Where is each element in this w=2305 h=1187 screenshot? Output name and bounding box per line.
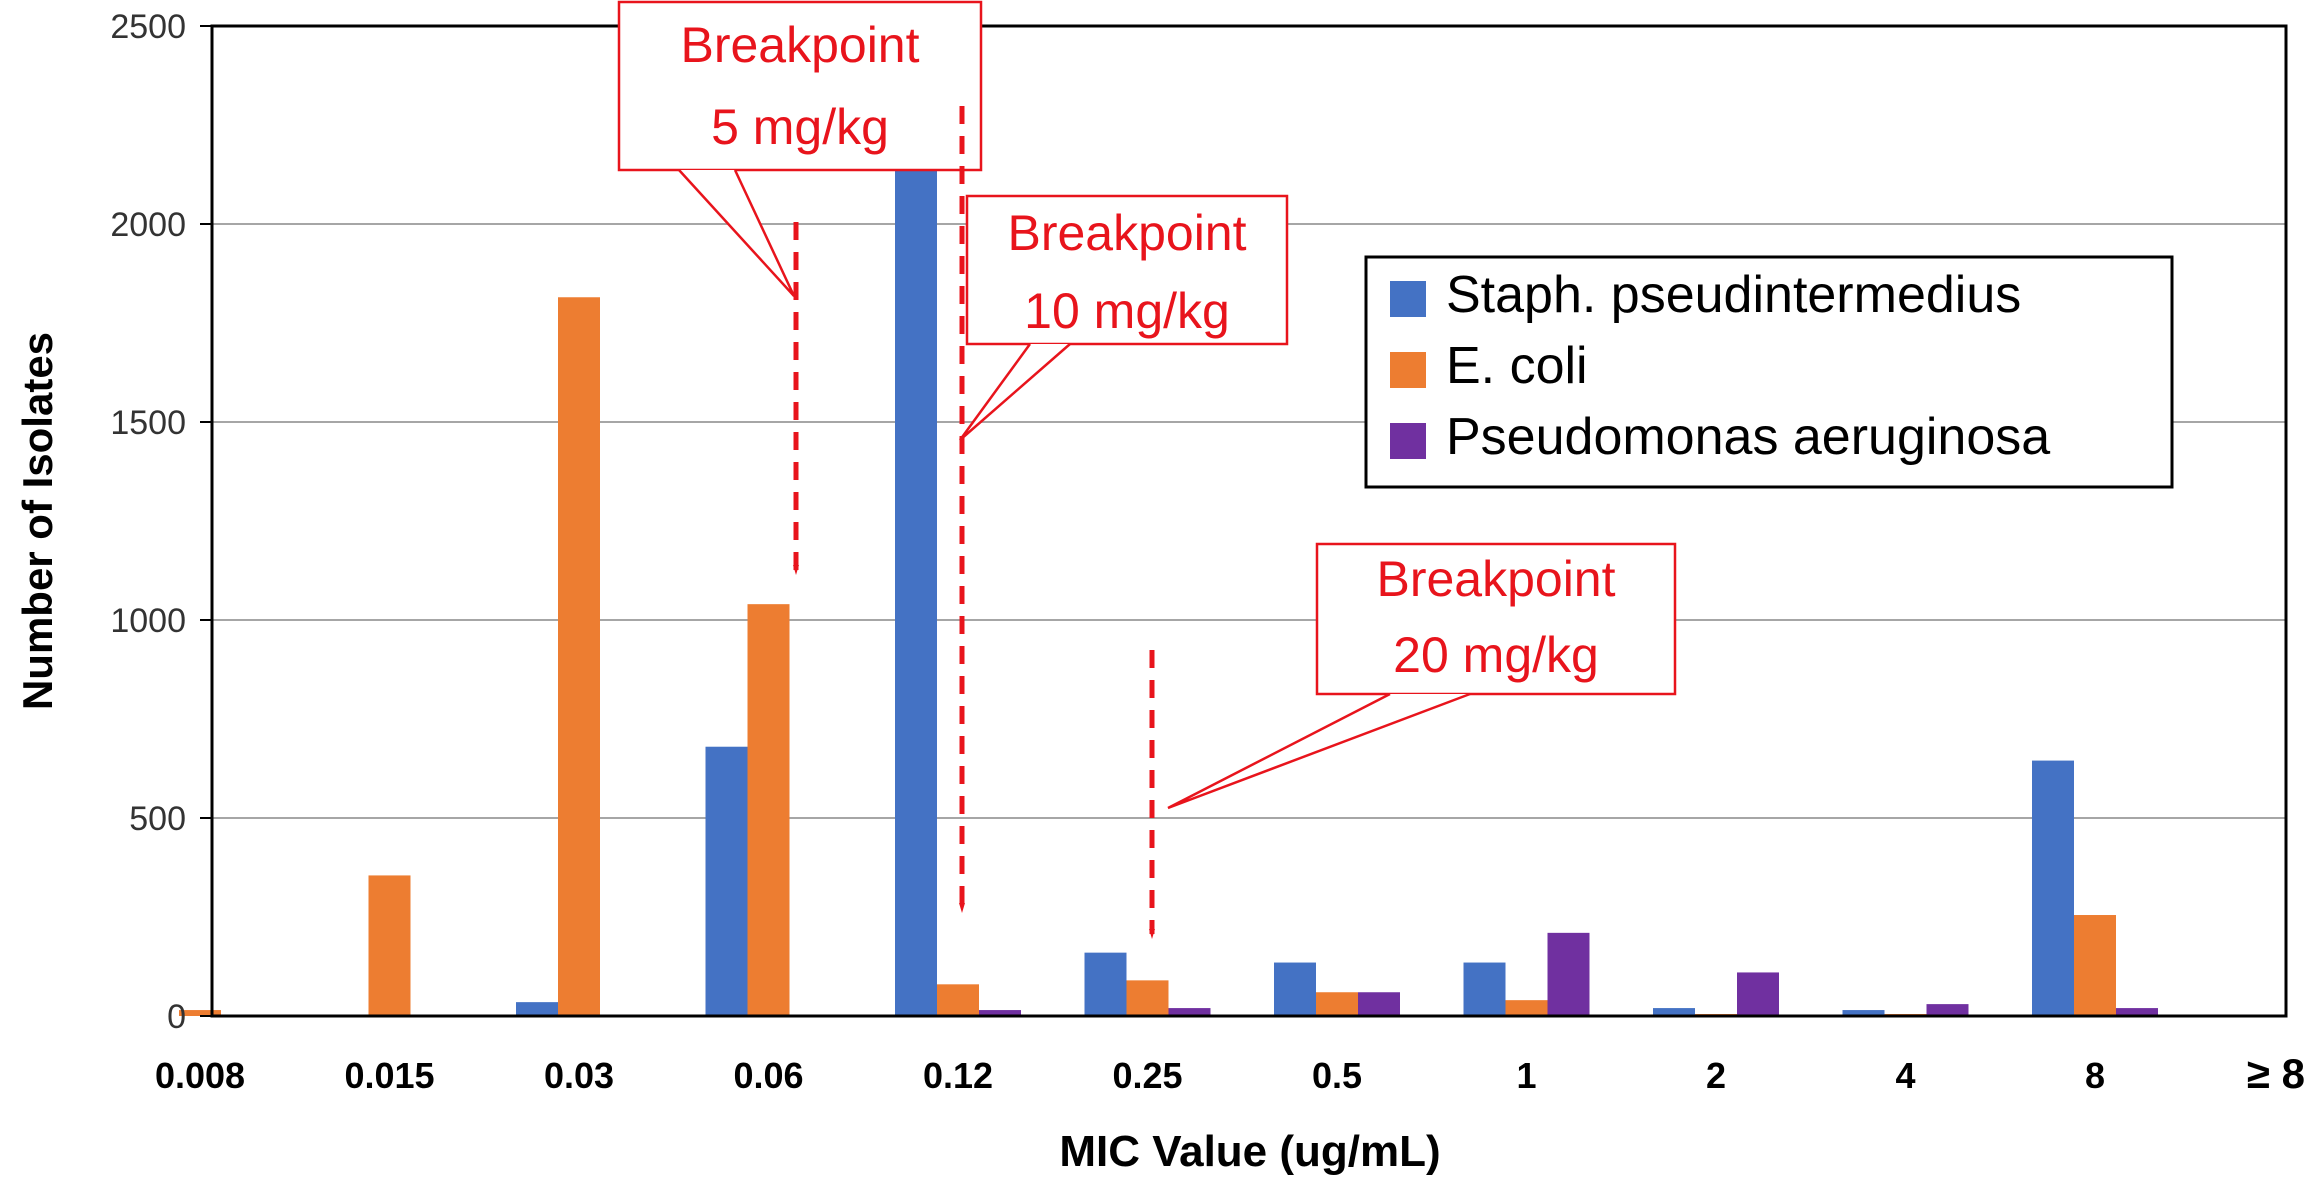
bar-pseudomonas-5 xyxy=(1168,1008,1211,1016)
callout-tail xyxy=(678,169,796,297)
legend-swatch-ecoli xyxy=(1390,352,1426,388)
x-tick-label: 0.06 xyxy=(733,1055,803,1096)
x-axis-ticks: 0.008 0.015 0.03 0.06 0.12 0.25 0.5 1 2 4 8 ≥ 8 xyxy=(155,1050,2305,1097)
bar-staph-9 xyxy=(1842,1010,1885,1016)
y-tick-label: 0 xyxy=(167,998,186,1036)
bar-ecoli-2 xyxy=(558,297,600,1016)
y-axis-ticks: 0 500 1000 1500 2000 2500 xyxy=(110,8,212,1036)
bar-staph-10 xyxy=(2032,760,2074,1016)
bar-pseudomonas-6 xyxy=(1358,992,1400,1016)
bar-staph-7 xyxy=(1463,962,1506,1016)
legend-label-ecoli: E. coli xyxy=(1446,337,1588,395)
bars xyxy=(179,160,2158,1016)
y-tick-label: 2500 xyxy=(110,8,186,46)
breakpoint-callout-2: Breakpoint 10 mg/kg xyxy=(958,106,1289,913)
x-tick-label: 2 xyxy=(1706,1055,1726,1096)
callout-box xyxy=(965,194,1289,346)
x-tick-label: 0.12 xyxy=(923,1055,993,1096)
bar-staph-4 xyxy=(895,160,937,1016)
bar-ecoli-7 xyxy=(1505,1000,1548,1016)
bar-pseudomonas-8 xyxy=(1737,972,1779,1016)
bar-pseudomonas-4 xyxy=(979,1010,1021,1016)
callout-box xyxy=(1315,542,1677,696)
x-tick-label: 0.03 xyxy=(544,1055,614,1096)
x-tick-label: 0.25 xyxy=(1112,1055,1182,1096)
y-tick-label: 500 xyxy=(129,800,186,838)
callout-line1: Breakpoint xyxy=(1376,551,1615,607)
y-tick-label: 1000 xyxy=(110,602,186,640)
legend-box xyxy=(1364,255,2174,489)
bar-pseudomonas-10 xyxy=(2116,1008,2158,1016)
bar-ecoli-4 xyxy=(937,984,979,1016)
bar-staph-8 xyxy=(1653,1008,1695,1016)
callout-line2: 20 mg/kg xyxy=(1393,627,1599,683)
y-axis-title: Number of Isolates xyxy=(14,332,61,710)
callout-line1: Breakpoint xyxy=(1007,205,1246,261)
bar-staph-3 xyxy=(705,746,748,1016)
legend-label-pseudomonas: Pseudomonas aeruginosa xyxy=(1446,408,2050,466)
bar-ecoli-10 xyxy=(2074,915,2116,1016)
x-tick-label: 0.5 xyxy=(1312,1055,1362,1096)
callout-line2: 10 mg/kg xyxy=(1024,283,1230,339)
breakpoint-callout-1: Breakpoint 5 mg/kg xyxy=(617,0,983,575)
legend: Staph. pseudintermedius E. coli Pseudomo… xyxy=(1364,255,2174,489)
bar-ecoli-0 xyxy=(179,1010,221,1016)
y-tick-label: 2000 xyxy=(110,206,186,244)
x-tick-label: 1 xyxy=(1516,1055,1536,1096)
x-tick-label: ≥ 8 xyxy=(2247,1050,2305,1097)
x-axis-title: MIC Value (ug/mL) xyxy=(1059,1127,1440,1176)
x-tick-label: 0.008 xyxy=(155,1055,245,1096)
bar-staph-6 xyxy=(1274,962,1316,1016)
bar-staph-5 xyxy=(1084,952,1127,1016)
bar-ecoli-6 xyxy=(1316,992,1358,1016)
callout-tail xyxy=(958,343,1071,441)
x-tick-label: 8 xyxy=(2085,1055,2105,1096)
bar-staph-2 xyxy=(516,1002,558,1016)
x-tick-label: 0.015 xyxy=(344,1055,434,1096)
legend-swatch-staph xyxy=(1390,281,1426,317)
breakpoint-callout-3: Breakpoint 20 mg/kg xyxy=(1149,542,1677,939)
callout-tail xyxy=(1167,692,1471,810)
bar-pseudomonas-7 xyxy=(1547,932,1590,1016)
x-tick-label: 4 xyxy=(1895,1055,1915,1096)
bar-pseudomonas-9 xyxy=(1926,1004,1969,1016)
callout-box xyxy=(617,0,983,172)
bar-ecoli-1 xyxy=(368,875,411,1016)
legend-swatch-pseudomonas xyxy=(1390,423,1426,459)
y-tick-label: 1500 xyxy=(110,404,186,442)
legend-label-staph: Staph. pseudintermedius xyxy=(1446,266,2021,324)
bar-ecoli-3 xyxy=(747,604,790,1016)
bar-ecoli-5 xyxy=(1126,980,1169,1016)
callout-line2: 5 mg/kg xyxy=(711,99,889,155)
callout-line1: Breakpoint xyxy=(680,17,919,73)
plot-area-border xyxy=(210,24,2288,1018)
